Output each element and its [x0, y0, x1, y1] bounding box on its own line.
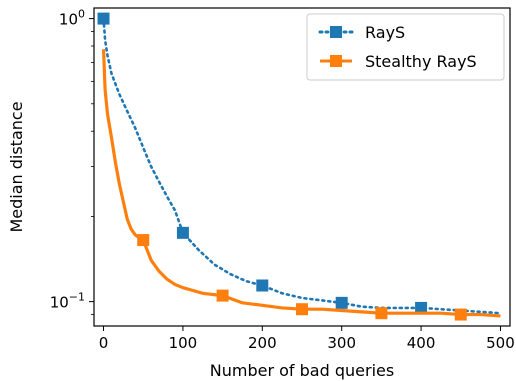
x-tick-label: 300 [327, 334, 356, 352]
x-tick-label: 0 [99, 334, 109, 352]
data-point-stealthy-rays [375, 307, 388, 320]
y-axis-label: Median distance [7, 101, 26, 232]
x-axis-ticks: 0 100 200 300 400 500 [99, 326, 515, 352]
x-tick-label: 100 [169, 334, 198, 352]
legend-label-stealthy-rays: Stealthy RayS [365, 52, 477, 71]
y-tick-label: 10−1 [50, 291, 85, 312]
legend-frame [306, 13, 505, 81]
data-point-stealthy-rays [137, 234, 150, 247]
legend-marker-stealthy-rays [330, 55, 342, 67]
data-point-rays [256, 279, 269, 292]
x-tick-label: 200 [248, 334, 277, 352]
series-layer [97, 12, 502, 321]
plot-frame [93, 7, 511, 327]
x-tick-label: 500 [486, 334, 515, 352]
x-axis-label: Number of bad queries [210, 361, 394, 380]
legend-label-rays: RayS [365, 23, 405, 42]
x-tick-label: 400 [407, 334, 436, 352]
data-point-stealthy-rays [454, 308, 467, 321]
legend: RayS Stealthy RayS [306, 13, 505, 81]
series-line-rays [102, 17, 502, 315]
data-point-stealthy-rays [216, 289, 229, 302]
data-point-rays [415, 301, 428, 314]
series-line-stealthy-rays [101, 49, 501, 318]
data-point-rays [176, 226, 189, 239]
y-axis-ticks: 100 10−1 [50, 8, 94, 315]
legend-marker-rays [330, 26, 342, 38]
data-point-rays [335, 296, 348, 309]
data-point-stealthy-rays [296, 303, 308, 316]
y-tick-label: 100 [59, 8, 85, 29]
data-point-rays [97, 12, 110, 25]
